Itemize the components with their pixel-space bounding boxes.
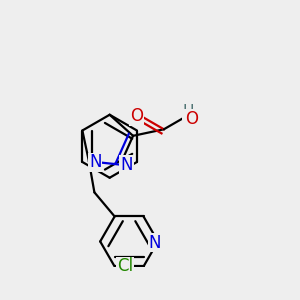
Text: Cl: Cl: [117, 257, 133, 275]
Text: O: O: [185, 110, 198, 128]
Text: N: N: [120, 156, 133, 174]
Text: H: H: [182, 104, 194, 119]
Text: O: O: [130, 107, 143, 125]
Text: N: N: [148, 233, 161, 251]
Text: N: N: [89, 153, 101, 171]
